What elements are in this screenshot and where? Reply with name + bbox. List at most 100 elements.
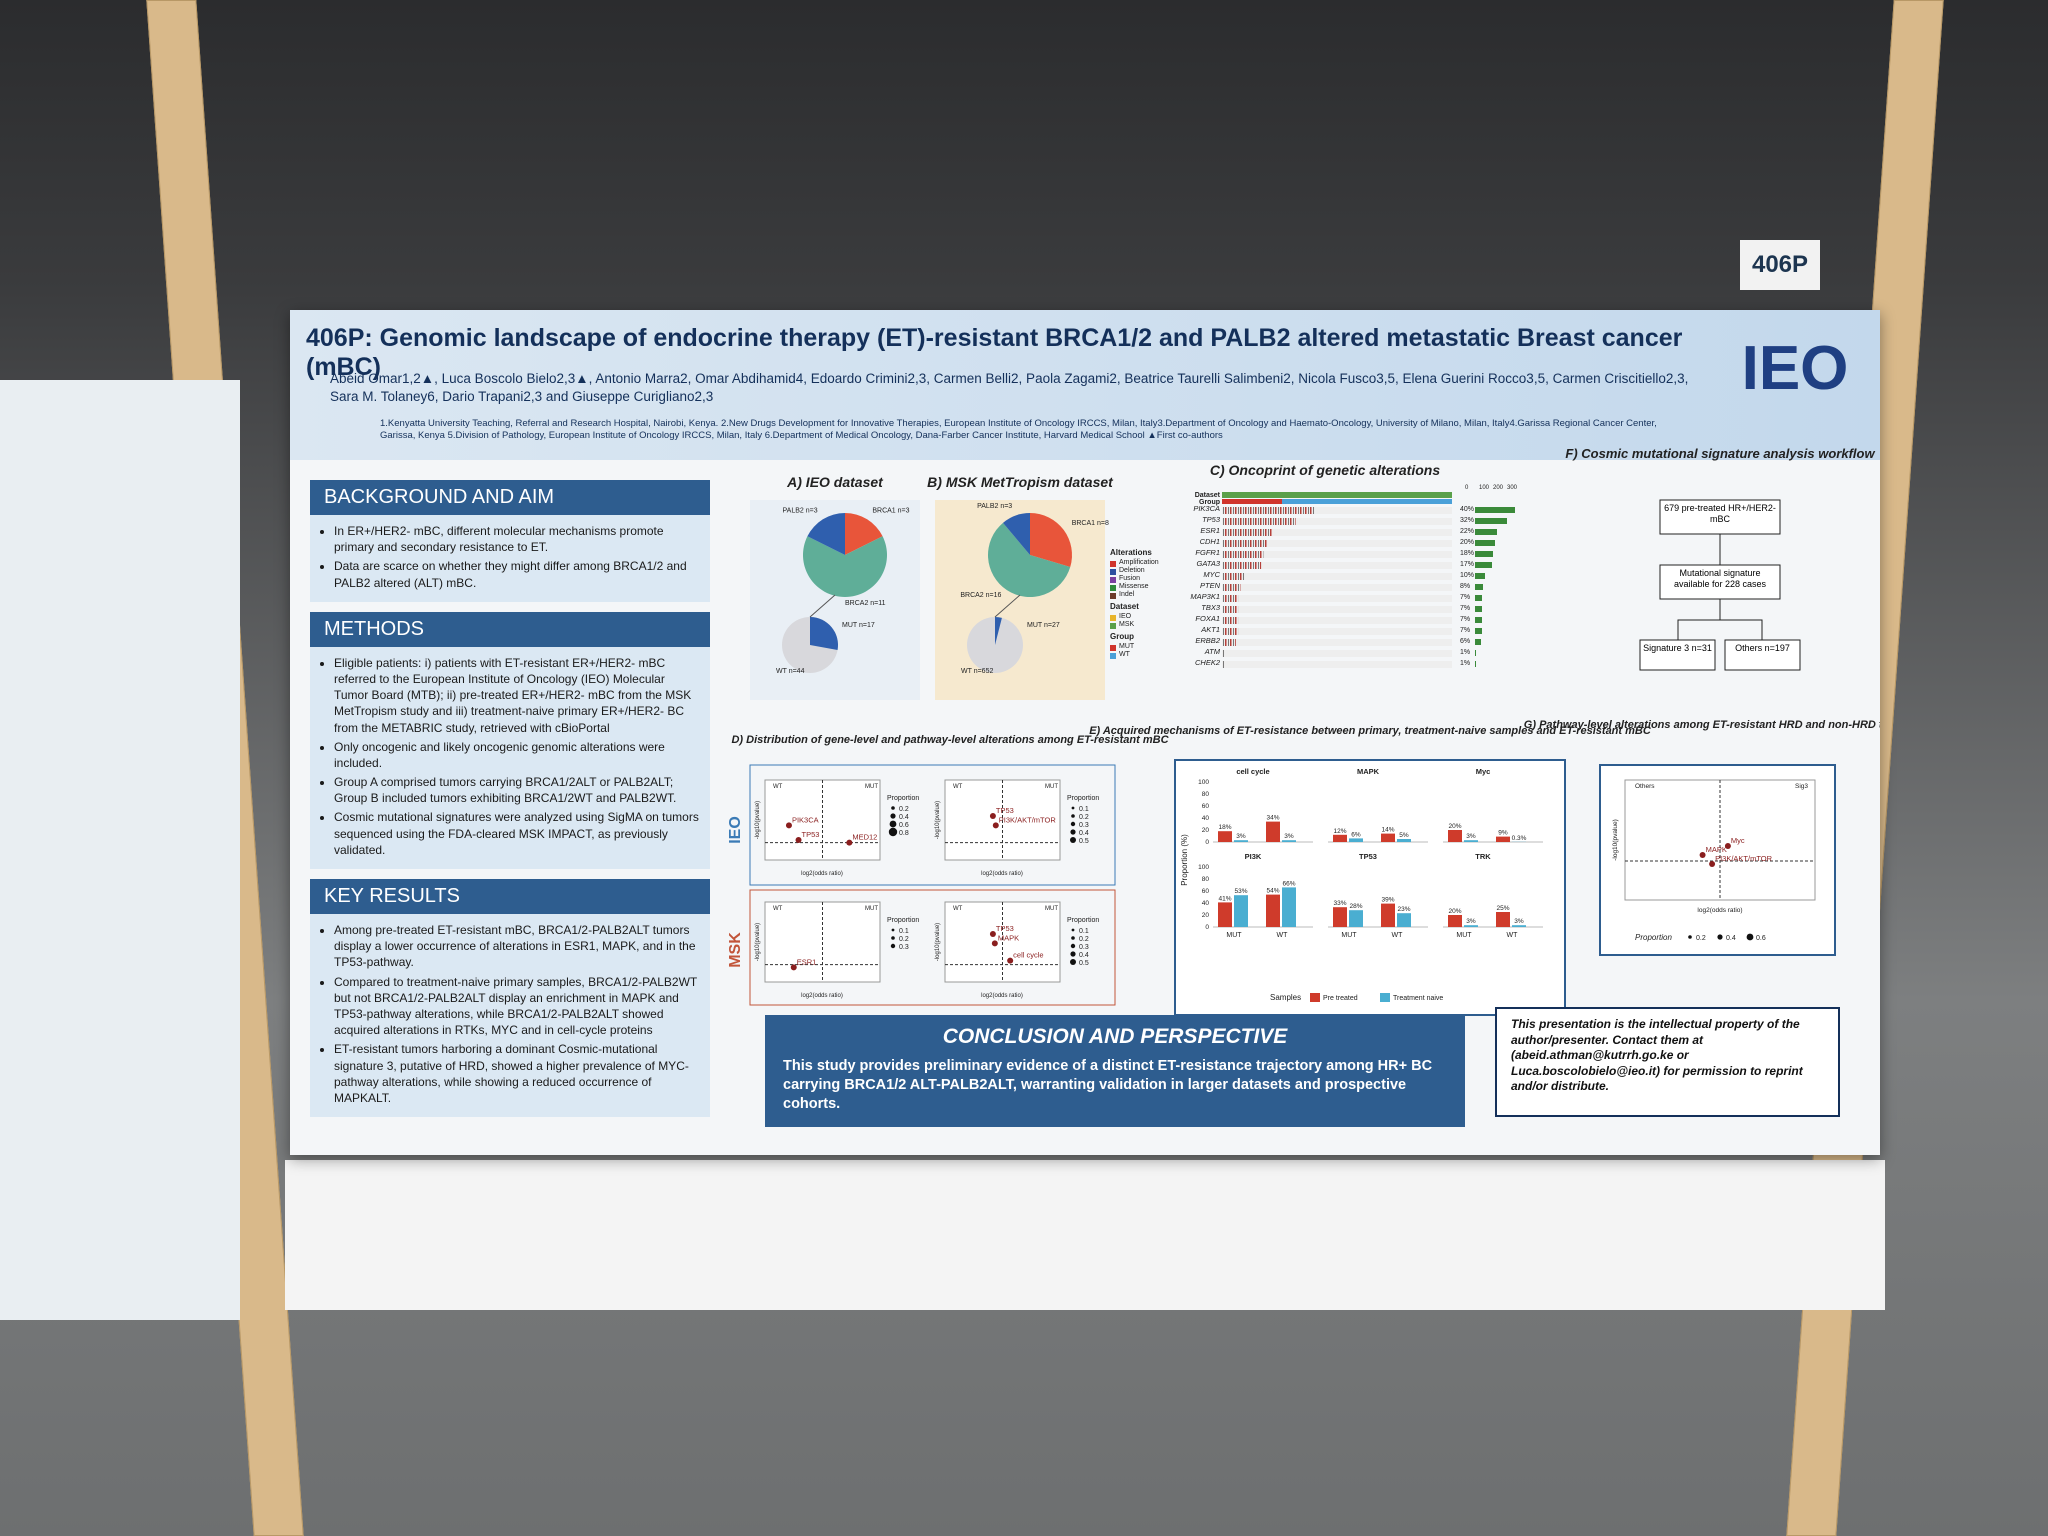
- count-bar: [1475, 507, 1515, 513]
- bar: [1333, 907, 1347, 927]
- size-label: 0.4: [1726, 935, 1736, 942]
- oncoprint-row: [1222, 518, 1452, 525]
- size-label: 0.1: [899, 928, 909, 935]
- poster: 406P: Genomic landscape of endocrine the…: [290, 310, 1880, 1155]
- row-label: IEO: [727, 816, 744, 844]
- percent-label: 18%: [1460, 550, 1474, 557]
- label: 300: [1507, 485, 1518, 491]
- oncoprint-alterations: [1222, 562, 1262, 569]
- oncoprint-row: [1222, 573, 1452, 580]
- x-tick-label: WT: [1277, 932, 1289, 939]
- value-label: 23%: [1397, 906, 1410, 913]
- panel-title: F) Cosmic mutational signature analysis …: [1565, 446, 1875, 461]
- oncoprint-alterations: [1222, 540, 1268, 547]
- size-key: [1070, 951, 1076, 957]
- booth-label: 406P: [1740, 240, 1820, 290]
- group-bar: [1222, 499, 1452, 504]
- slice-label: PALB2 n=3: [783, 507, 818, 514]
- title: 406P: Genomic landscape of endocrine the…: [306, 324, 1683, 381]
- point: [992, 822, 999, 829]
- count-bar: [1475, 606, 1482, 612]
- y-tick-label: 100: [1198, 779, 1209, 786]
- poster-board: [285, 1160, 1885, 1310]
- size-label: 0.8: [899, 830, 909, 837]
- count-bar: [1475, 573, 1485, 579]
- pie-slice: [803, 536, 887, 597]
- gene-label: PTEN: [1200, 581, 1221, 590]
- point-label: MAPK: [1706, 845, 1727, 854]
- bar: [1496, 912, 1510, 927]
- axis-label: -log10(pvalue): [935, 923, 941, 961]
- oncoprint-row: [1222, 650, 1452, 657]
- oncoprint-row: [1222, 639, 1452, 646]
- y-tick-label: 40: [1202, 900, 1210, 907]
- oncoprint-row: [1222, 661, 1452, 668]
- point: [991, 940, 998, 947]
- legend-label: MUT: [1119, 643, 1135, 650]
- legend-title: Samples: [1270, 993, 1301, 1002]
- bar: [1349, 910, 1363, 927]
- bar: [1496, 836, 1510, 842]
- legend-label: Missense: [1119, 583, 1149, 590]
- legend-title: Alterations: [1110, 548, 1152, 557]
- x-tick-label: MUT: [1226, 932, 1242, 939]
- point: [795, 837, 802, 843]
- axis-label: log2(odds ratio): [981, 993, 1023, 999]
- facet-title: MAPK: [1357, 767, 1380, 776]
- label: MUT: [1045, 784, 1058, 790]
- y-tick-label: 80: [1202, 876, 1210, 883]
- label: MUT: [865, 784, 878, 790]
- size-key: [1071, 928, 1075, 932]
- oncoprint-row: [1222, 562, 1452, 569]
- bullet: Only oncogenic and likely oncogenic geno…: [334, 739, 700, 771]
- workflow-node: Others n=197: [1735, 643, 1790, 653]
- authors: Abeid Omar1,2▲, Luca Boscolo Bielo2,3▲, …: [330, 371, 1689, 404]
- percent-label: 7%: [1460, 594, 1470, 601]
- legend-swatch: [1110, 577, 1116, 583]
- point-label: PI3K/AKT/mTOR: [1715, 854, 1773, 863]
- conclusion-text: This study provides preliminary evidence…: [783, 1058, 1433, 1112]
- y-tick-label: 0: [1205, 839, 1209, 846]
- logo: IEO: [1741, 334, 1849, 403]
- slice-label: BRCA2 n=11: [845, 600, 886, 607]
- section: KEY RESULTS Among pre-treated ET-resistan…: [310, 879, 710, 1118]
- legend-label: Treatment naive: [1393, 995, 1443, 1002]
- bullet: Cosmic mutational signatures were analyz…: [334, 809, 700, 858]
- bar: [1282, 840, 1296, 842]
- axis-label: -log10(pvalue): [755, 923, 761, 961]
- oncoprint-alterations: [1222, 661, 1225, 668]
- count-bar: [1475, 595, 1482, 601]
- pie-slice: [995, 617, 1002, 645]
- size-key: [1070, 821, 1076, 827]
- count-bar: [1475, 650, 1476, 656]
- value-label: 28%: [1349, 903, 1362, 910]
- value-label: 41%: [1218, 895, 1231, 902]
- size-label: 0.3: [1079, 822, 1089, 829]
- workflow-box: [1659, 499, 1781, 535]
- panel-title: G) Pathway-level alterations among ET-re…: [1524, 719, 1880, 731]
- bullet: Eligible patients: i) patients with ET-r…: [334, 655, 700, 736]
- legend-title: Proportion: [1635, 933, 1672, 942]
- count-bar: [1475, 529, 1497, 535]
- size-label: 0.4: [1079, 952, 1089, 959]
- bar: [1397, 839, 1411, 842]
- legend-swatch: [1110, 569, 1116, 575]
- size-label: 0.5: [1079, 960, 1089, 967]
- connector: [809, 594, 836, 618]
- section: METHODS Eligible patients: i) patients wi…: [310, 611, 710, 869]
- bullet: Among pre-treated ET-resistant mBC, BRCA…: [334, 922, 700, 971]
- facet-title: TP53: [1359, 852, 1377, 861]
- percent-label: 8%: [1460, 583, 1470, 590]
- oncoprint-alterations: [1222, 639, 1236, 646]
- size-key: [1717, 934, 1723, 940]
- point-label: PIK3CA: [792, 815, 819, 824]
- size-label: 0.6: [899, 822, 909, 829]
- point-label: TP53: [996, 806, 1014, 815]
- workflow-box: [1639, 639, 1716, 671]
- panel-title: C) Oncoprint of genetic alterations: [1210, 462, 1440, 478]
- arrow: [1677, 534, 1763, 640]
- axis-label: log2(odds ratio): [1697, 907, 1742, 914]
- size-label: 0.3: [899, 944, 909, 951]
- facet-title: cell cycle: [1236, 767, 1269, 776]
